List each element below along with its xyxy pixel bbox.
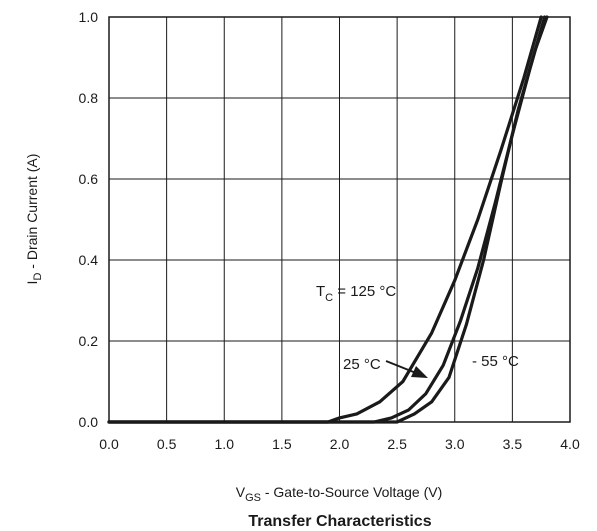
y-tick-label: 0.6 xyxy=(79,171,99,187)
y-tick-label: 0.4 xyxy=(79,252,99,268)
x-axis-label: VGS - Gate-to-Source Voltage (V) xyxy=(236,484,443,504)
x-tick-label: 4.0 xyxy=(560,436,580,452)
series-line-0 xyxy=(107,15,543,424)
annotation-arrow-shaft xyxy=(385,360,417,374)
series-line-2 xyxy=(107,15,549,424)
grid xyxy=(109,17,570,422)
x-tick-label: 1.0 xyxy=(215,436,235,452)
y-tick-label: 0.0 xyxy=(79,414,99,430)
annotation-arrow-head xyxy=(411,366,428,378)
x-tick-label: 0.5 xyxy=(157,436,177,452)
chart-title: Transfer Characteristics xyxy=(248,513,431,530)
x-tick-label: 2.5 xyxy=(387,436,407,452)
x-tick-label: 3.0 xyxy=(445,436,465,452)
curves xyxy=(107,15,549,424)
x-tick-label: 2.0 xyxy=(330,436,350,452)
tick-labels: 0.0 0.5 1.0 1.5 2.0 2.5 3.0 3.5 4.0 0.0 0.2 0.4 0.6 0… xyxy=(79,9,580,452)
x-tick-label: 1.5 xyxy=(272,436,292,452)
plot-frame xyxy=(108,16,571,423)
y-tick-label: 0.8 xyxy=(79,90,99,106)
annotation-minus55c: - 55 °C xyxy=(472,353,519,370)
x-tick-label: 3.5 xyxy=(503,436,523,452)
y-tick-label: 0.2 xyxy=(79,333,99,349)
x-tick-label: 0.0 xyxy=(99,436,119,452)
annotation-tc-125: TC = 125 °C xyxy=(316,283,396,304)
y-tick-label: 1.0 xyxy=(79,9,99,25)
annotation-25c: 25 °C xyxy=(343,356,381,373)
y-axis-label: ID - Drain Current (A) xyxy=(24,154,44,285)
